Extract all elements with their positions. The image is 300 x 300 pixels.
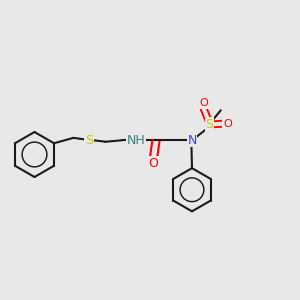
Text: O: O (199, 98, 208, 108)
Text: NH: NH (127, 134, 146, 147)
Text: S: S (85, 134, 93, 147)
Text: N: N (187, 134, 197, 147)
Text: S: S (206, 118, 213, 131)
Text: O: O (148, 157, 158, 169)
Text: O: O (223, 119, 232, 129)
